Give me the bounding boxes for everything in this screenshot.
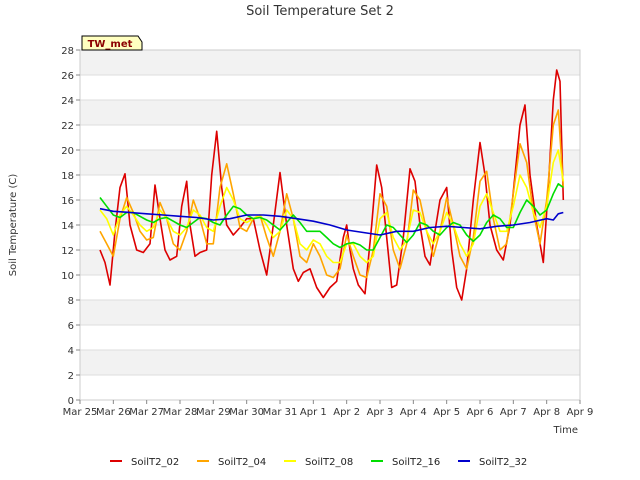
y-tick-label: 14 [61,221,74,232]
y-tick-label: 4 [68,346,74,357]
x-tick-label: Mar 28 [163,407,198,418]
x-tick-label: Apr 3 [367,407,394,418]
x-tick-label: Apr 4 [400,407,427,418]
grid-band [80,150,580,175]
x-tick-label: Mar 26 [96,407,131,418]
x-tick-label: Mar 27 [129,407,164,418]
series-line-soilt2-16 [99,183,564,251]
legend-label: SoilT2_04 [218,457,266,468]
grid-band [80,250,580,275]
series-line-soilt2-08 [99,149,565,264]
x-tick-label: Apr 2 [333,407,360,418]
series-line-soilt2-02 [99,69,565,301]
y-tick-label: 24 [61,96,74,107]
grid-band [80,350,580,375]
chart-title: Soil Temperature Set 2 [246,4,394,19]
grid-band [80,100,580,125]
y-tick-label: 8 [68,296,74,307]
x-tick-label: Apr 7 [500,407,527,418]
y-tick-label: 18 [61,171,74,182]
y-tick-label: 0 [68,396,74,407]
x-tick-label: Mar 29 [196,407,231,418]
legend-label: SoilT2_02 [131,457,179,468]
series-lines [99,69,565,301]
y-tick-label: 6 [68,321,74,332]
y-axis-label: Soil Temperature (C) [8,174,19,277]
grid-band [80,300,580,325]
x-tick-label: Mar 25 [63,407,98,418]
y-tick-label: 16 [61,196,74,207]
y-tick-label: 2 [68,371,74,382]
series-line-soilt2-04 [99,109,565,279]
station-tag-text: TW_met [88,39,133,50]
grid-band [80,50,580,75]
x-tick-label: Mar 31 [263,407,298,418]
x-tick-label: Mar 30 [229,407,264,418]
y-tick-label: 20 [61,146,74,157]
x-tick-label: Apr 1 [300,407,327,418]
y-tick-label: 22 [61,121,74,132]
y-tick-label: 28 [61,46,74,57]
x-tick-label: Apr 9 [567,407,594,418]
x-tick-label: Apr 5 [433,407,460,418]
y-tick-label: 12 [61,246,74,257]
x-tick-label: Apr 6 [467,407,494,418]
station-tag: TW_met [81,35,143,51]
legend-label: SoilT2_32 [479,457,527,468]
series-line-soilt2-32 [99,207,564,236]
legend-label: SoilT2_16 [392,457,440,468]
station-tag-box [81,35,143,51]
x-axis-label: Time [553,425,578,436]
legend-label: SoilT2_08 [305,457,353,468]
y-tick-label: 26 [61,71,74,82]
x-tick-label: Apr 8 [533,407,560,418]
y-tick-label: 10 [61,271,74,282]
legend: SoilT2_02 SoilT2_04 SoilT2_08 SoilT2_16 Soil… [110,457,527,468]
